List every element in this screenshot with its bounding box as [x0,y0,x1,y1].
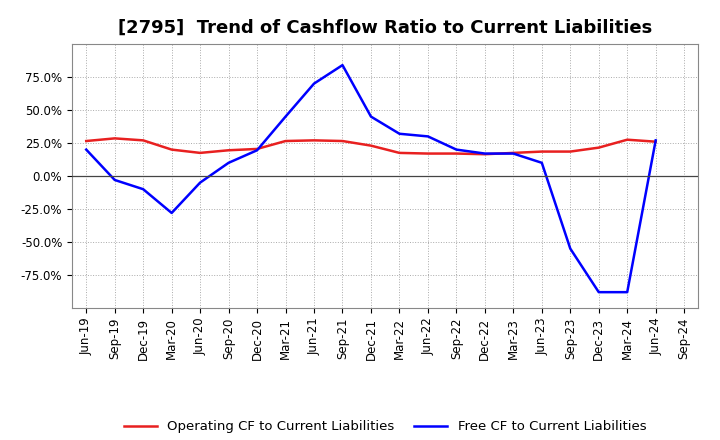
Operating CF to Current Liabilities [253,146,261,151]
Free CF to Current Liabilities [196,180,204,185]
Operating CF to Current Liabilities [652,139,660,144]
Free CF to Current Liabilities [423,134,432,139]
Line: Free CF to Current Liabilities: Free CF to Current Liabilities [86,65,656,292]
Free CF to Current Liabilities [253,148,261,153]
Operating CF to Current Liabilities [537,149,546,154]
Line: Operating CF to Current Liabilities: Operating CF to Current Liabilities [86,138,656,154]
Operating CF to Current Liabilities [338,138,347,143]
Operating CF to Current Liabilities [139,138,148,143]
Free CF to Current Liabilities [452,147,461,152]
Operating CF to Current Liabilities [595,145,603,150]
Free CF to Current Liabilities [537,160,546,165]
Free CF to Current Liabilities [338,62,347,68]
Operating CF to Current Liabilities [423,151,432,156]
Legend: Operating CF to Current Liabilities, Free CF to Current Liabilities: Operating CF to Current Liabilities, Fre… [119,415,652,439]
Operating CF to Current Liabilities [623,137,631,143]
Operating CF to Current Liabilities [395,150,404,156]
Free CF to Current Liabilities [310,81,318,86]
Operating CF to Current Liabilities [82,138,91,143]
Operating CF to Current Liabilities [452,151,461,156]
Free CF to Current Liabilities [225,160,233,165]
Operating CF to Current Liabilities [282,138,290,143]
Free CF to Current Liabilities [110,177,119,183]
Operating CF to Current Liabilities [480,151,489,157]
Free CF to Current Liabilities [282,114,290,119]
Free CF to Current Liabilities [366,114,375,119]
Free CF to Current Liabilities [566,246,575,251]
Operating CF to Current Liabilities [310,138,318,143]
Operating CF to Current Liabilities [196,150,204,156]
Operating CF to Current Liabilities [110,136,119,141]
Free CF to Current Liabilities [595,290,603,295]
Free CF to Current Liabilities [139,187,148,192]
Title: [2795]  Trend of Cashflow Ratio to Current Liabilities: [2795] Trend of Cashflow Ratio to Curren… [118,19,652,37]
Operating CF to Current Liabilities [509,150,518,156]
Free CF to Current Liabilities [395,131,404,136]
Operating CF to Current Liabilities [366,143,375,148]
Free CF to Current Liabilities [509,151,518,156]
Free CF to Current Liabilities [82,147,91,152]
Operating CF to Current Liabilities [167,147,176,152]
Operating CF to Current Liabilities [566,149,575,154]
Free CF to Current Liabilities [167,210,176,216]
Free CF to Current Liabilities [652,138,660,143]
Free CF to Current Liabilities [623,290,631,295]
Free CF to Current Liabilities [480,151,489,156]
Operating CF to Current Liabilities [225,148,233,153]
